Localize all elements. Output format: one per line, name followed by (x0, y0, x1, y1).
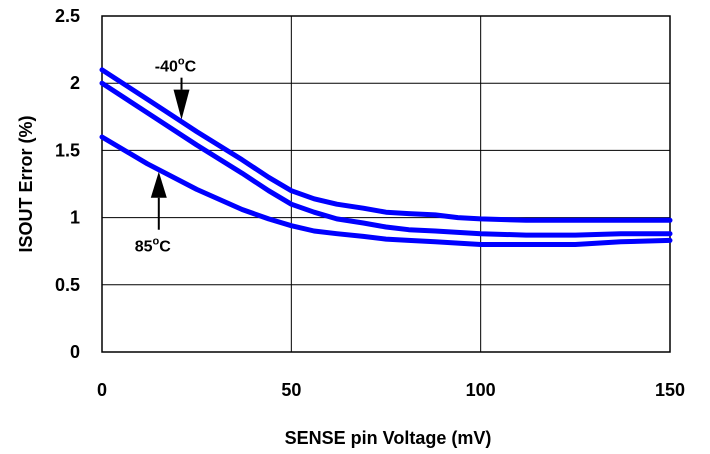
series-line-2 (99, 80, 673, 238)
annotation-arrowhead (150, 171, 167, 198)
x-axis-label: SENSE pin Voltage (mV) (285, 428, 492, 448)
plot-frame (101, 15, 671, 353)
annotation-label: 85oC (135, 236, 172, 256)
y-tick-label: 1 (70, 208, 80, 228)
annotation-arrowhead (173, 89, 190, 120)
y-tick-label: 2.5 (55, 6, 80, 26)
annotation-1: -40oC (155, 56, 197, 120)
annotation-layer: -40oC 85oC (135, 56, 197, 256)
annotation-2: 85oC (135, 171, 172, 256)
x-tick-label: 150 (655, 380, 685, 400)
series-line-1 (99, 67, 673, 223)
x-tick-label: 0 (97, 380, 107, 400)
series-line-3 (99, 134, 673, 247)
x-tick-label: 100 (466, 380, 496, 400)
y-tick-label: 0 (70, 342, 80, 362)
y-tick-label: 2 (70, 73, 80, 93)
y-axis-label: ISOUT Error (%) (16, 115, 36, 252)
series-layer (99, 67, 673, 247)
y-tick-label: 0.5 (55, 275, 80, 295)
y-tick-label: 1.5 (55, 140, 80, 160)
x-tick-labels: 0 50 100 150 (97, 380, 685, 400)
x-tick-label: 50 (281, 380, 301, 400)
annotation-label: -40oC (155, 56, 197, 76)
y-tick-labels: 0 0.5 1 1.5 2 2.5 (55, 6, 80, 362)
